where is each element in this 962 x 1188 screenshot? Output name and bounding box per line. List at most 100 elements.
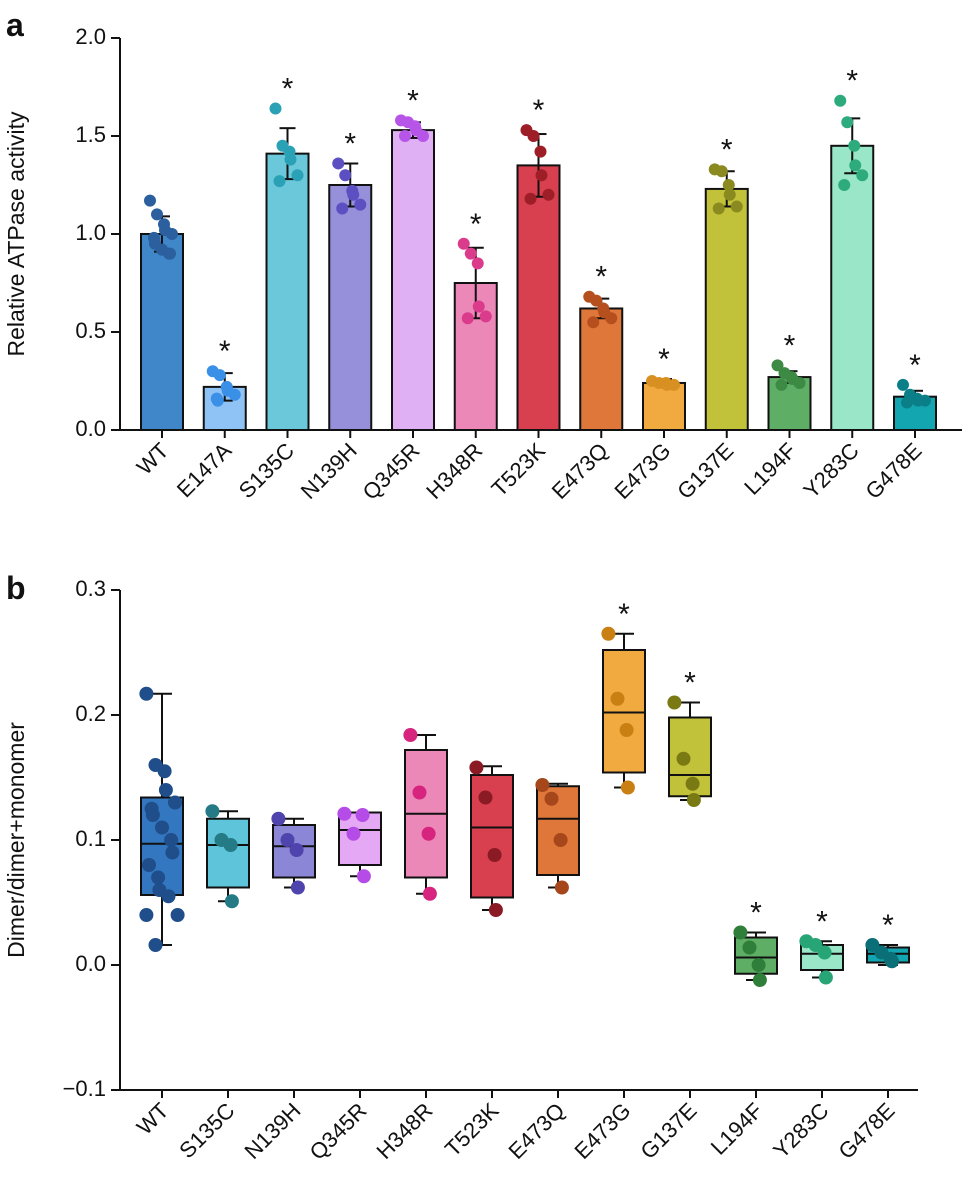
panel-label: b xyxy=(6,570,26,606)
data-point xyxy=(524,192,537,205)
x-tick-label: T523K xyxy=(487,438,551,502)
data-point xyxy=(605,312,618,325)
bar xyxy=(328,184,373,431)
significance-marker: * xyxy=(407,84,419,117)
data-point xyxy=(269,102,282,115)
x-tick-label: H348R xyxy=(421,438,487,504)
significance-marker: * xyxy=(750,897,762,930)
data-point xyxy=(421,826,436,841)
x-tick-label: N139H xyxy=(296,438,362,504)
y-tick-label: −0.1 xyxy=(63,1076,106,1101)
data-point xyxy=(619,723,634,737)
data-point xyxy=(733,925,748,940)
data-point xyxy=(280,833,295,847)
x-tick-label: G478E xyxy=(860,438,926,504)
data-point xyxy=(168,795,182,810)
x-tick-label: E473G xyxy=(609,438,675,504)
x-tick-label: E473Q xyxy=(547,438,613,504)
x-tick-label: G478E xyxy=(833,1098,899,1164)
data-point xyxy=(686,793,701,807)
bar xyxy=(140,233,184,431)
data-point xyxy=(165,845,180,860)
data-point xyxy=(356,869,371,884)
data-point xyxy=(151,208,163,221)
data-point xyxy=(166,228,178,240)
data-point xyxy=(144,194,156,207)
data-point xyxy=(601,626,616,641)
data-point xyxy=(793,376,806,389)
data-point xyxy=(478,790,493,805)
data-point xyxy=(817,945,832,960)
significance-marker: * xyxy=(658,343,670,376)
data-point xyxy=(223,838,238,852)
data-point xyxy=(841,116,854,129)
data-point xyxy=(164,833,179,847)
significance-marker: * xyxy=(882,909,894,942)
x-tick-label: G137E xyxy=(672,438,738,504)
data-point xyxy=(139,686,154,701)
bar xyxy=(642,381,686,431)
data-point xyxy=(339,169,352,182)
y-axis-label: Dimer/dimer+monomer xyxy=(3,722,29,958)
data-point xyxy=(534,145,547,158)
data-point xyxy=(849,159,862,172)
data-point xyxy=(457,237,470,250)
data-point xyxy=(469,760,484,775)
data-point xyxy=(211,394,224,407)
x-tick-label: T523K xyxy=(440,1098,504,1162)
data-point xyxy=(752,973,767,987)
x-tick-label: S135C xyxy=(234,438,299,503)
data-point xyxy=(139,908,154,922)
x-tick-label: WT xyxy=(132,1098,174,1140)
bar xyxy=(202,385,247,432)
data-point xyxy=(164,247,176,260)
bar xyxy=(704,187,749,431)
data-point xyxy=(487,848,502,862)
y-tick-label: 0.1 xyxy=(75,826,106,851)
data-point xyxy=(897,378,909,391)
data-point xyxy=(161,889,176,904)
data-point xyxy=(742,940,757,955)
data-point xyxy=(346,826,361,841)
data-point xyxy=(901,396,913,409)
data-point xyxy=(590,294,603,307)
data-point xyxy=(488,903,503,917)
data-point xyxy=(354,198,367,211)
y-tick-label: 1.0 xyxy=(75,220,106,245)
data-point xyxy=(730,200,743,213)
data-point xyxy=(471,257,484,270)
data-point xyxy=(145,808,160,822)
x-tick-label: Y283C xyxy=(799,438,864,503)
box xyxy=(470,774,514,899)
significance-marker: * xyxy=(721,133,733,166)
x-tick-label: L194F xyxy=(706,1098,768,1160)
data-point xyxy=(157,764,172,779)
data-point xyxy=(336,202,349,215)
data-point xyxy=(723,188,736,201)
data-point xyxy=(213,369,226,382)
data-point xyxy=(479,310,492,323)
x-tick-label: WT xyxy=(132,438,174,480)
significance-marker: * xyxy=(219,335,231,368)
data-point xyxy=(271,811,286,826)
x-tick-label: Y283C xyxy=(768,1098,833,1163)
data-point xyxy=(856,169,869,182)
data-point xyxy=(667,695,682,710)
y-tick-label: 1.5 xyxy=(75,122,106,147)
data-point xyxy=(417,130,429,142)
data-point xyxy=(337,806,352,821)
significance-marker: * xyxy=(618,598,630,631)
data-point xyxy=(544,791,559,806)
x-tick-label: Q345R xyxy=(358,438,425,505)
x-tick-label: Q345R xyxy=(305,1098,372,1165)
significance-marker: * xyxy=(282,73,294,106)
data-point xyxy=(715,165,728,178)
significance-marker: * xyxy=(784,329,796,362)
data-point xyxy=(170,908,185,922)
x-tick-label: S135C xyxy=(174,1098,239,1163)
box xyxy=(602,649,646,774)
data-point xyxy=(553,833,568,847)
data-point xyxy=(542,188,555,201)
data-point xyxy=(535,169,548,182)
